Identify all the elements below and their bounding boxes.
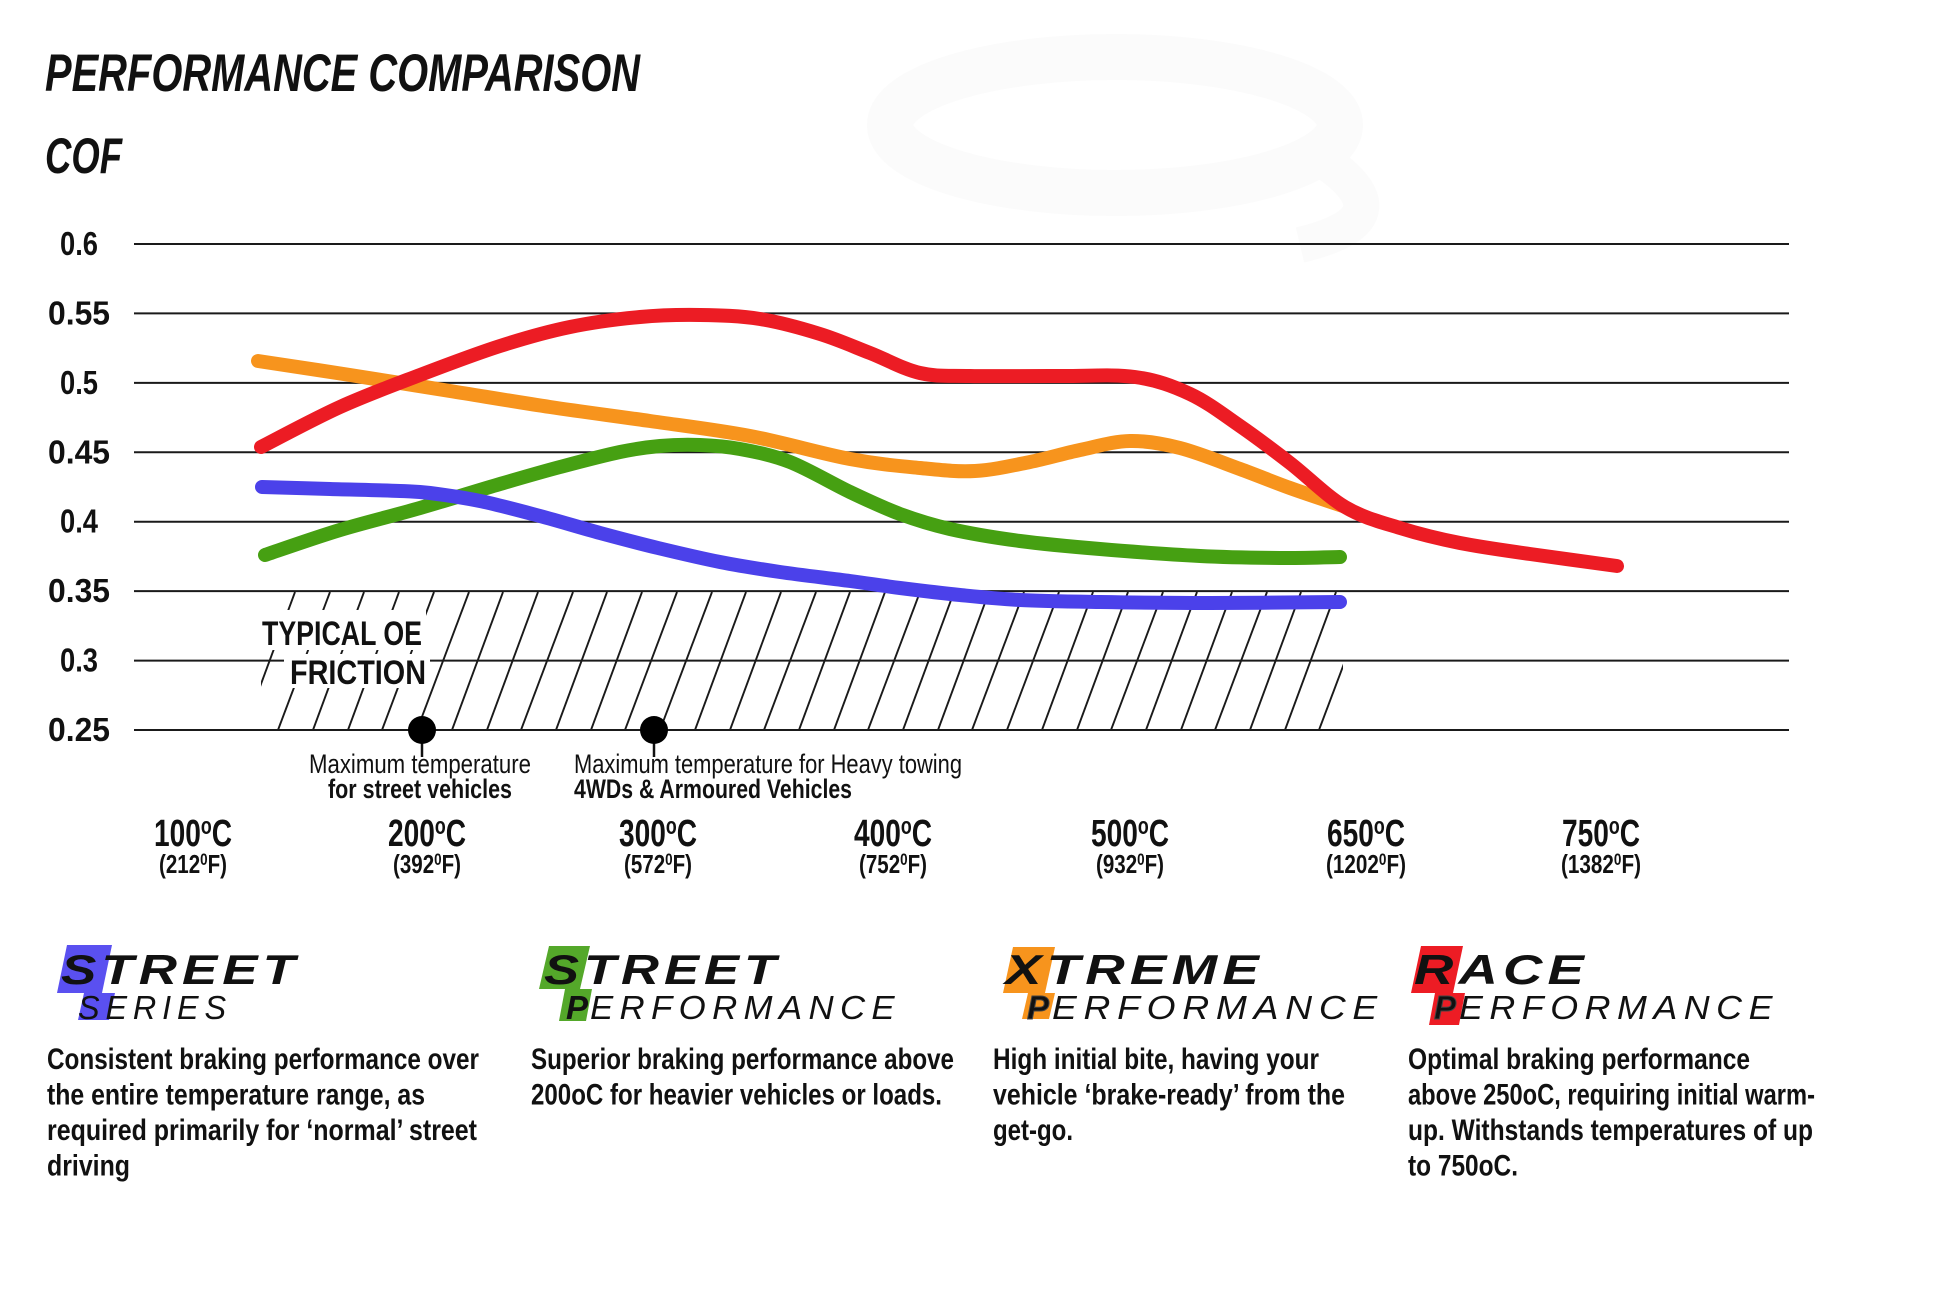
svg-text:Optimal braking performance ab: Optimal braking performance above 250oC,… [1408, 1043, 1823, 1183]
svg-text:COF: COF [45, 128, 123, 184]
svg-text:0.35: 0.35 [48, 572, 110, 609]
svg-text:STREET: STREET [61, 946, 300, 993]
svg-text:Consistent braking performance: Consistent braking performance over the … [47, 1043, 487, 1183]
svg-text:(12020F): (12020F) [1326, 849, 1406, 879]
svg-text:0.4: 0.4 [60, 503, 99, 540]
svg-text:FRICTION: FRICTION [290, 654, 426, 692]
svg-text:SERIES: SERIES [78, 989, 232, 1026]
svg-text:XTREME: XTREME [1002, 946, 1264, 993]
svg-text:200oC: 200oC [388, 813, 466, 855]
svg-text:STREET: STREET [544, 946, 781, 993]
svg-text:300oC: 300oC [619, 813, 697, 855]
svg-text:750oC: 750oC [1562, 813, 1640, 855]
svg-text:0.3: 0.3 [60, 642, 98, 679]
svg-text:0.55: 0.55 [48, 294, 110, 331]
svg-text:4WDs & Armoured Vehicles: 4WDs & Armoured Vehicles [574, 774, 852, 804]
svg-text:Superior braking performance a: Superior braking performance above 200oC… [531, 1043, 962, 1112]
svg-text:400oC: 400oC [854, 813, 932, 855]
svg-text:P: P [1027, 989, 1050, 1026]
svg-text:(7520F): (7520F) [859, 849, 927, 879]
svg-text:P: P [1434, 989, 1457, 1026]
svg-text:(9320F): (9320F) [1096, 849, 1164, 879]
svg-text:650oC: 650oC [1327, 813, 1405, 855]
svg-text:(2120F): (2120F) [159, 849, 227, 879]
svg-text:P: P [566, 989, 589, 1026]
svg-text:ERFORMANCE: ERFORMANCE [590, 989, 901, 1026]
svg-text:for street vehicles: for street vehicles [328, 774, 512, 804]
svg-text:Maximum temperature: Maximum temperature [309, 749, 531, 779]
svg-text:(5720F): (5720F) [624, 849, 692, 879]
svg-text:High initial bite, having your: High initial bite, having your vehicle ‘… [993, 1043, 1353, 1147]
svg-text:PERFORMANCE COMPARISON: PERFORMANCE COMPARISON [45, 44, 641, 103]
svg-text:ERFORMANCE: ERFORMANCE [1052, 989, 1384, 1026]
svg-text:0.6: 0.6 [60, 225, 98, 262]
svg-text:RACE: RACE [1414, 946, 1589, 993]
svg-text:(3920F): (3920F) [393, 849, 461, 879]
svg-text:100oC: 100oC [154, 813, 232, 855]
svg-text:0.45: 0.45 [48, 433, 110, 470]
svg-text:(13820F): (13820F) [1561, 849, 1641, 879]
svg-text:0.25: 0.25 [48, 711, 110, 748]
svg-text:ERFORMANCE: ERFORMANCE [1459, 989, 1779, 1026]
svg-text:0.5: 0.5 [60, 364, 98, 401]
svg-text:TYPICAL OE: TYPICAL OE [262, 615, 422, 653]
svg-text:500oC: 500oC [1091, 813, 1169, 855]
svg-text:Maximum temperature for Heavy: Maximum temperature for Heavy towing [574, 749, 962, 779]
